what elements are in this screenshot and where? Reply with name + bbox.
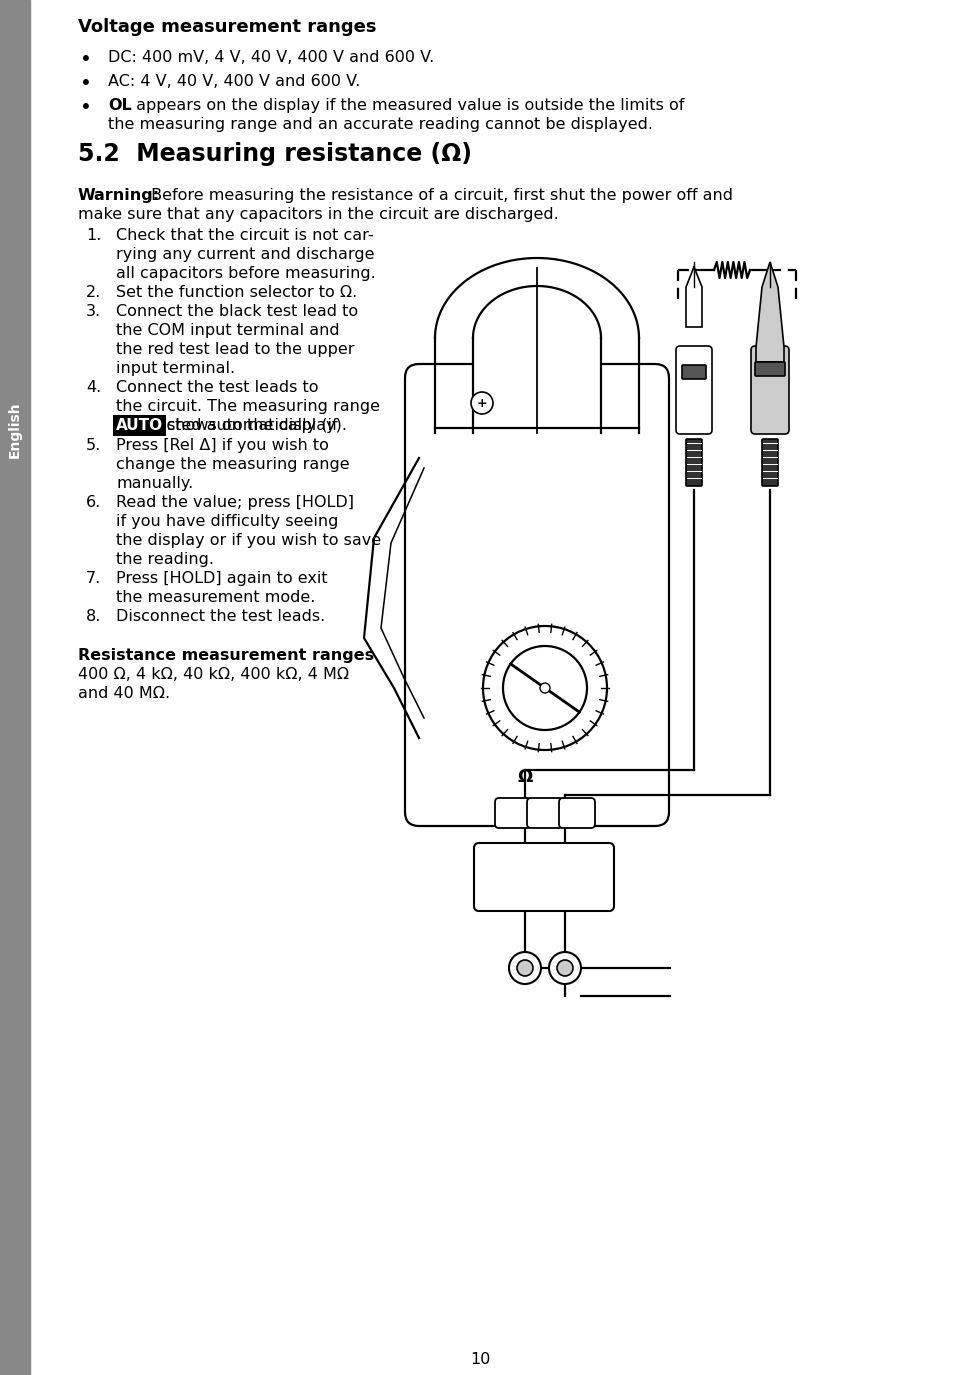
- Text: 10: 10: [469, 1352, 491, 1367]
- Text: AUTO: AUTO: [116, 418, 163, 433]
- Text: 7.: 7.: [86, 571, 101, 586]
- Text: •: •: [80, 49, 92, 69]
- FancyBboxPatch shape: [495, 798, 531, 828]
- Text: +: +: [477, 396, 488, 410]
- Circle shape: [509, 951, 541, 984]
- Text: •: •: [80, 74, 92, 94]
- Text: the reading.: the reading.: [116, 551, 214, 566]
- FancyBboxPatch shape: [405, 364, 669, 826]
- FancyBboxPatch shape: [559, 798, 595, 828]
- Text: 3.: 3.: [86, 304, 101, 319]
- Text: Voltage measurement ranges: Voltage measurement ranges: [78, 18, 376, 36]
- Text: Warning:: Warning:: [78, 188, 160, 204]
- Text: the circuit. The measuring range: the circuit. The measuring range: [116, 399, 380, 414]
- Text: the COM input terminal and: the COM input terminal and: [116, 323, 340, 338]
- FancyBboxPatch shape: [762, 439, 778, 485]
- Text: Press [HOLD] again to exit: Press [HOLD] again to exit: [116, 571, 327, 586]
- Text: all capacitors before measuring.: all capacitors before measuring.: [116, 265, 375, 280]
- Text: appears on the display if the measured value is outside the limits of: appears on the display if the measured v…: [131, 98, 684, 113]
- Polygon shape: [756, 263, 784, 362]
- Polygon shape: [473, 286, 601, 433]
- FancyBboxPatch shape: [676, 346, 712, 434]
- Text: 1.: 1.: [86, 228, 102, 243]
- Text: •: •: [80, 98, 92, 117]
- Text: AC: 4 V, 40 V, 400 V and 600 V.: AC: 4 V, 40 V, 400 V and 600 V.: [108, 74, 360, 89]
- Circle shape: [471, 392, 493, 414]
- Circle shape: [517, 960, 533, 976]
- Text: English: English: [8, 402, 22, 458]
- Text: the red test lead to the upper: the red test lead to the upper: [116, 342, 354, 358]
- FancyBboxPatch shape: [527, 798, 563, 828]
- Text: the measuring range and an accurate reading cannot be displayed.: the measuring range and an accurate read…: [108, 117, 653, 132]
- FancyBboxPatch shape: [755, 362, 785, 375]
- Text: Disconnect the test leads.: Disconnect the test leads.: [116, 609, 325, 624]
- FancyBboxPatch shape: [474, 843, 614, 912]
- Text: Set the function selector to Ω.: Set the function selector to Ω.: [116, 285, 357, 300]
- Text: Press [Rel Δ] if you wish to: Press [Rel Δ] if you wish to: [116, 439, 329, 452]
- Text: 6.: 6.: [86, 495, 101, 510]
- Text: Resistance measurement ranges: Resistance measurement ranges: [78, 648, 374, 663]
- Circle shape: [557, 960, 573, 976]
- Bar: [0, 0, 30, 1375]
- Text: 5.2  Measuring resistance (Ω): 5.2 Measuring resistance (Ω): [78, 142, 472, 166]
- Text: Connect the black test lead to: Connect the black test lead to: [116, 304, 358, 319]
- Text: make sure that any capacitors in the circuit are discharged.: make sure that any capacitors in the cir…: [78, 208, 559, 221]
- Polygon shape: [686, 267, 702, 327]
- Text: manually.: manually.: [116, 476, 193, 491]
- Text: 400 Ω, 4 kΩ, 40 kΩ, 400 kΩ, 4 MΩ: 400 Ω, 4 kΩ, 40 kΩ, 400 kΩ, 4 MΩ: [78, 667, 349, 682]
- Text: change the measuring range: change the measuring range: [116, 456, 349, 472]
- FancyBboxPatch shape: [686, 439, 702, 485]
- Text: shows on the display).: shows on the display).: [162, 418, 347, 433]
- Text: Before measuring the resistance of a circuit, first shut the power off and: Before measuring the resistance of a cir…: [146, 188, 733, 204]
- Text: DC: 400 mV, 4 V, 40 V, 400 V and 600 V.: DC: 400 mV, 4 V, 40 V, 400 V and 600 V.: [108, 49, 434, 65]
- Text: OL: OL: [108, 98, 132, 113]
- Text: 4.: 4.: [86, 380, 101, 395]
- FancyBboxPatch shape: [682, 364, 706, 380]
- Circle shape: [540, 683, 550, 693]
- Circle shape: [483, 626, 607, 749]
- Text: rying any current and discharge: rying any current and discharge: [116, 248, 374, 263]
- Text: Ω: Ω: [517, 769, 533, 786]
- Text: 8.: 8.: [86, 609, 102, 624]
- Circle shape: [503, 646, 587, 730]
- Text: and 40 MΩ.: and 40 MΩ.: [78, 686, 170, 701]
- Text: Check that the circuit is not car-: Check that the circuit is not car-: [116, 228, 373, 243]
- Circle shape: [549, 951, 581, 984]
- Text: is selected automatically (if: is selected automatically (if: [116, 418, 338, 433]
- Text: the display or if you wish to save: the display or if you wish to save: [116, 534, 381, 549]
- Text: Read the value; press [HOLD]: Read the value; press [HOLD]: [116, 495, 354, 510]
- Text: 5.: 5.: [86, 439, 101, 452]
- Text: the measurement mode.: the measurement mode.: [116, 590, 316, 605]
- Text: 2.: 2.: [86, 285, 101, 300]
- Text: input terminal.: input terminal.: [116, 362, 235, 375]
- Text: if you have difficulty seeing: if you have difficulty seeing: [116, 514, 338, 529]
- FancyBboxPatch shape: [751, 346, 789, 434]
- Text: Connect the test leads to: Connect the test leads to: [116, 380, 319, 395]
